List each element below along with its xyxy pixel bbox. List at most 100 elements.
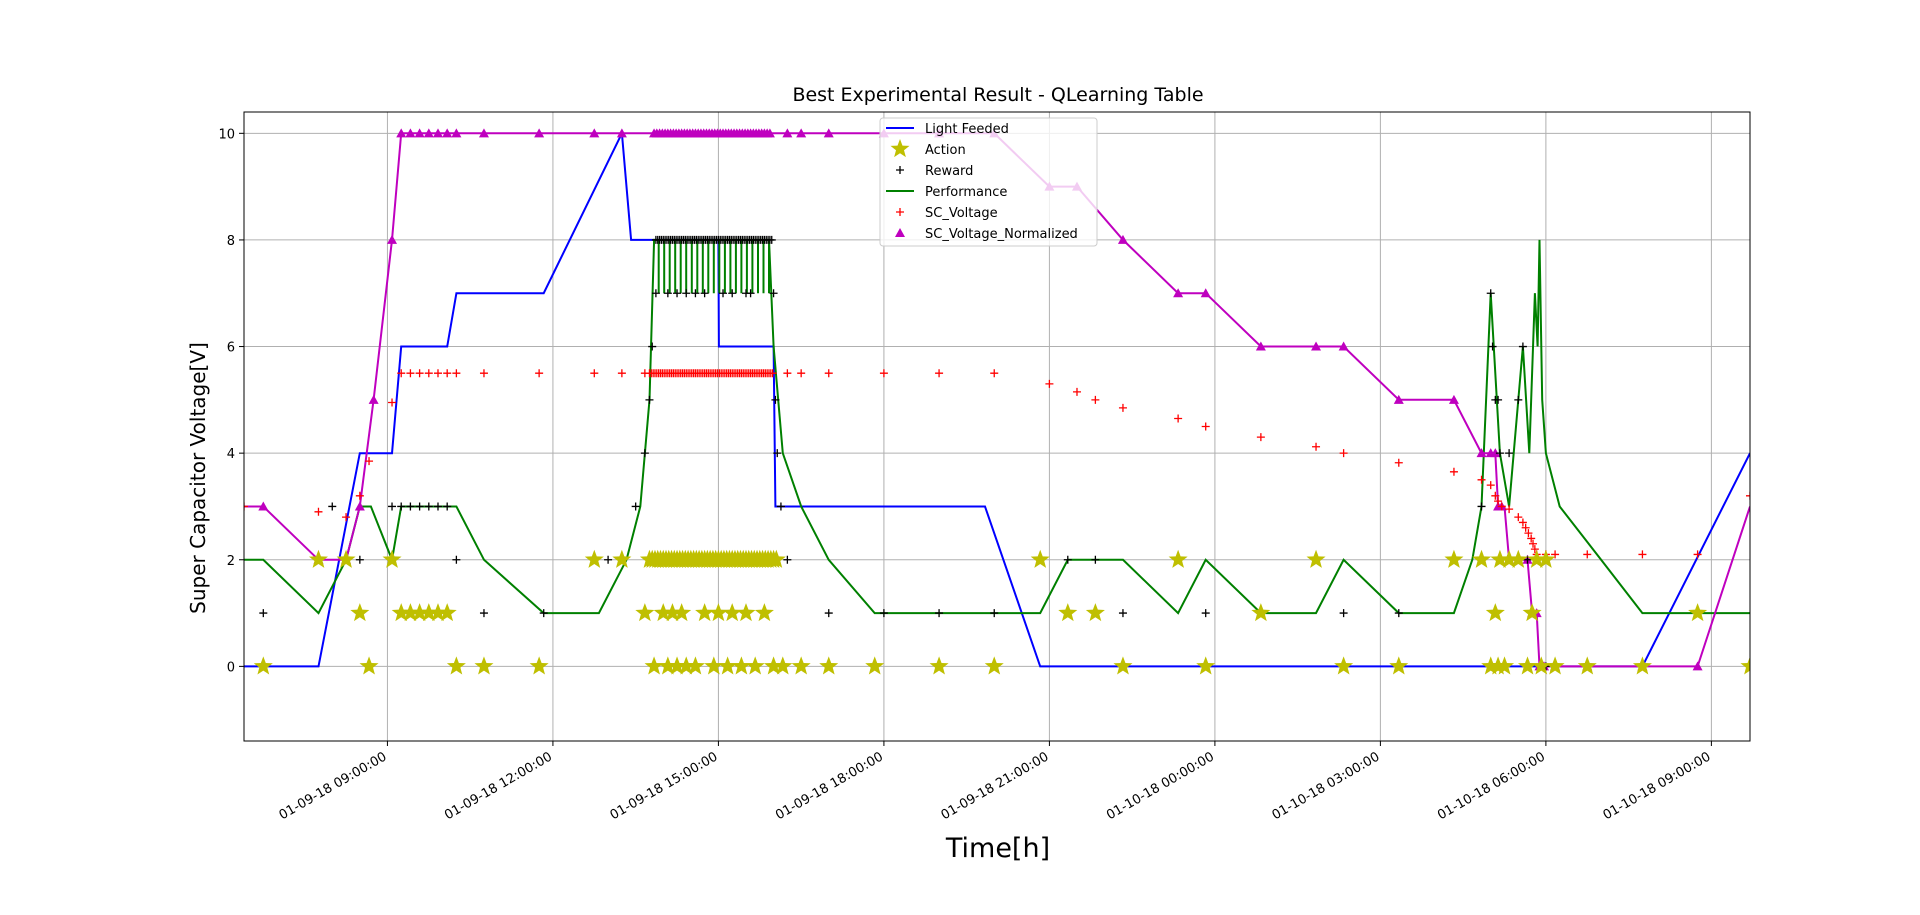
sc-voltage-marker [1491,491,1500,500]
action-marker [382,549,402,568]
y-tick-label: 10 [218,127,235,142]
action-marker [474,656,494,675]
sc-voltage-normalized-marker [1311,341,1322,351]
sc-voltage-marker [406,369,415,378]
reward-marker [1394,609,1403,618]
reward-marker [631,502,640,511]
x-tick-label: 01-09-18 18:00:00 [773,749,886,823]
sc-voltage-marker [433,369,442,378]
sc-voltage-marker [244,502,248,511]
reward-marker [651,289,660,298]
reward-marker [645,395,654,404]
sc-voltage-marker [1339,449,1348,458]
legend-sc-voltage-normalized-marker [895,228,905,237]
sc-voltage-marker [768,369,777,378]
legend: Light Feeded Action Reward Performance SC_Vo… [879,117,1098,247]
reward-marker [433,502,442,511]
action-marker [1251,603,1271,622]
sc-voltage-marker [1394,458,1403,467]
legend-action-marker [890,139,910,158]
action-marker [704,656,724,675]
sc-voltage-marker [1497,502,1506,511]
sc-voltage-marker [1530,545,1539,554]
legend-sc-voltage-label: SC_Voltage [925,206,998,221]
sc-voltage-marker [1505,505,1514,514]
x-tick-label: 01-09-18 12:00:00 [442,749,555,823]
reward-marker [259,609,268,618]
sc-voltage-normalized-marker [442,128,453,138]
action-marker [1499,549,1519,568]
action-marker [672,603,692,622]
x-tick-label: 01-09-18 09:00:00 [277,749,390,823]
sc-voltage-normalized-marker [354,501,365,511]
action-marker [708,603,728,622]
reward-marker [719,289,728,298]
x-tick-label: 01-10-18 09:00:00 [1601,749,1714,823]
action-marker [658,656,678,675]
reward-marker [424,502,433,511]
legend-performance-label: Performance [925,185,1007,200]
reward-marker [539,609,548,618]
sc-voltage-marker [1072,387,1081,396]
action-marker [791,656,811,675]
action-marker [612,549,632,568]
sc-voltage-normalized-marker [1692,661,1703,671]
legend-sc-voltage-marker [896,208,904,216]
action-marker [653,603,673,622]
series-sc-voltage [244,369,1750,559]
x-tick-label: 01-09-18 21:00:00 [939,749,1052,823]
action-marker [1389,656,1409,675]
sc-voltage-marker [824,369,833,378]
sc-voltage-marker [365,457,374,466]
action-marker [1577,656,1597,675]
sc-voltage-normalized-marker [534,128,545,138]
action-marker [718,656,738,675]
sc-voltage-marker [590,369,599,378]
action-marker [1536,549,1556,568]
sc-voltage-marker [1256,433,1265,442]
plot-frame [243,111,1751,742]
reward-marker [1514,395,1523,404]
action-marker [1517,656,1538,675]
action-marker [1472,549,1492,568]
reward-marker [879,609,888,618]
sc-voltage-normalized-marker [616,128,627,138]
sc-voltage-marker [1449,467,1458,476]
action-marker [1527,549,1547,568]
sc-voltage-marker [1174,414,1183,423]
action-marker [764,656,784,675]
sc-voltage-marker [1486,481,1495,490]
action-marker [1196,656,1216,675]
reward-marker [700,289,709,298]
action-marker [1490,549,1510,568]
reward-marker [1118,609,1127,618]
sc-voltage-normalized-marker [451,128,462,138]
action-marker [1508,549,1528,568]
sc-voltage-normalized-marker [396,128,407,138]
reward-marker [1505,449,1514,458]
sc-voltage-marker [1583,550,1592,559]
legend-reward-marker [896,166,904,174]
sc-voltage-normalized-marker [423,128,434,138]
reward-marker [1091,555,1100,564]
action-marker [410,603,430,622]
reward-marker [663,289,672,298]
reward-marker [682,289,691,298]
sc-voltage-normalized-marker [258,501,269,511]
x-tick-label: 01-10-18 00:00:00 [1104,749,1217,823]
x-tick-label: 01-10-18 06:00:00 [1435,749,1548,823]
action-marker [529,656,549,675]
reward-marker [673,289,682,298]
reward-marker [397,502,406,511]
sc-voltage-marker [1045,379,1054,388]
sc-voltage-normalized-marker [432,128,443,138]
series-reward [259,235,1550,671]
x-axis-label: Time[h] [945,833,1050,864]
reward-marker [783,555,792,564]
reward-marker [824,609,833,618]
reward-marker [776,502,785,511]
sc-voltage-normalized-marker [478,128,489,138]
action-marker [1113,656,1133,675]
reward-marker [728,289,737,298]
action-marker [1444,549,1464,568]
